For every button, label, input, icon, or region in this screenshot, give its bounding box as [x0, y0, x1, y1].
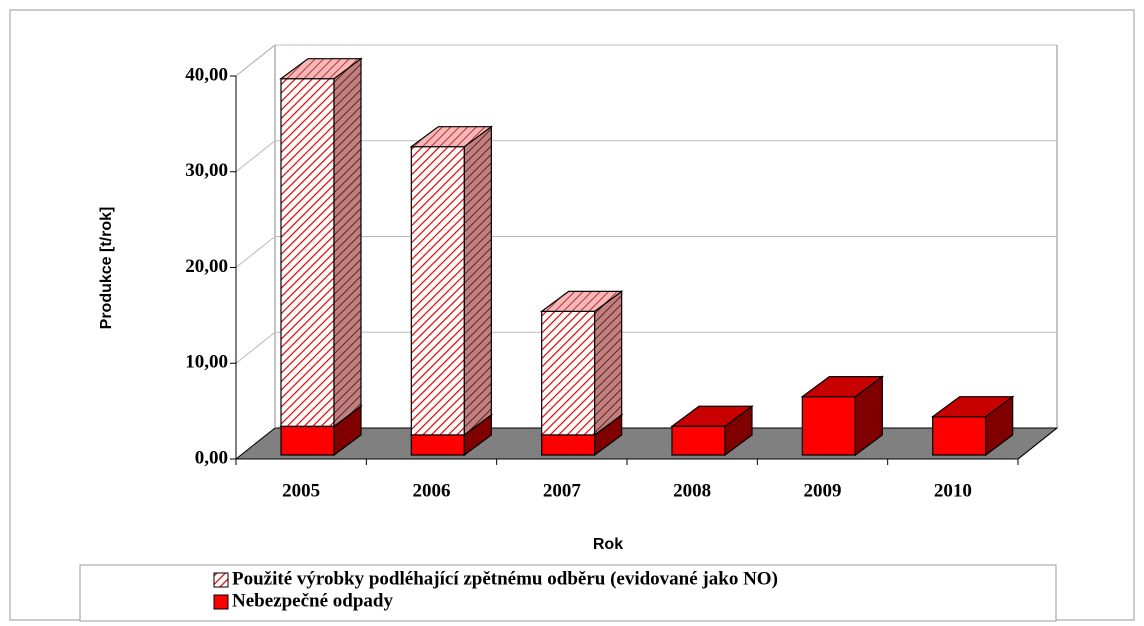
bar-side — [594, 290, 623, 437]
y-tick-label: 0,00 — [195, 447, 228, 468]
bar-front — [410, 146, 465, 436]
x-tick-label: 2010 — [934, 480, 972, 501]
legend-label: Použité výrobky podléhající zpětnému odb… — [232, 568, 778, 589]
bar-front — [932, 416, 987, 456]
bar-segment — [409, 125, 494, 437]
bar-front — [280, 425, 335, 456]
floor-right — [1017, 427, 1058, 460]
legend-box — [79, 564, 1057, 622]
bar-top — [279, 58, 363, 80]
legend-swatch — [213, 594, 229, 610]
bar-segment — [539, 290, 624, 437]
y-tick-label: 20,00 — [185, 256, 228, 277]
bar-segment — [279, 57, 363, 428]
grid-line — [235, 331, 1057, 364]
y-tick-label: 30,00 — [185, 160, 228, 181]
bar-top — [409, 126, 494, 148]
grid-line — [235, 236, 1057, 268]
bar-front — [280, 78, 335, 427]
y-axis-title: Produkce [t/rok] — [98, 207, 115, 330]
x-tick-label: 2008 — [673, 480, 711, 501]
bar-side — [333, 57, 362, 428]
grid-line — [235, 140, 1057, 173]
bar-front — [541, 310, 596, 436]
legend-swatch — [213, 572, 229, 588]
x-axis-title: Rok — [593, 536, 623, 553]
x-tick-label: 2005 — [282, 480, 320, 501]
legend-label: Nebezpečné odpady — [232, 590, 393, 611]
bar-segment — [800, 375, 885, 457]
y-tick-label: 40,00 — [185, 64, 228, 85]
bar-top — [670, 405, 754, 427]
y-tick-label: 10,00 — [185, 352, 228, 373]
bar-front — [410, 434, 465, 456]
bar-segment — [670, 405, 754, 457]
x-tick-label: 2009 — [804, 480, 842, 501]
bar-top — [930, 396, 1015, 418]
bar-front — [671, 425, 726, 456]
bar-side — [463, 125, 492, 437]
bar-segment — [930, 395, 1015, 457]
bar-front — [801, 395, 856, 456]
bar-top — [539, 290, 624, 312]
grid-line — [235, 44, 1057, 77]
x-tick-label: 2006 — [413, 480, 451, 501]
bar-front — [541, 434, 596, 456]
bar-top — [800, 375, 885, 398]
x-tick-label: 2007 — [543, 480, 582, 501]
